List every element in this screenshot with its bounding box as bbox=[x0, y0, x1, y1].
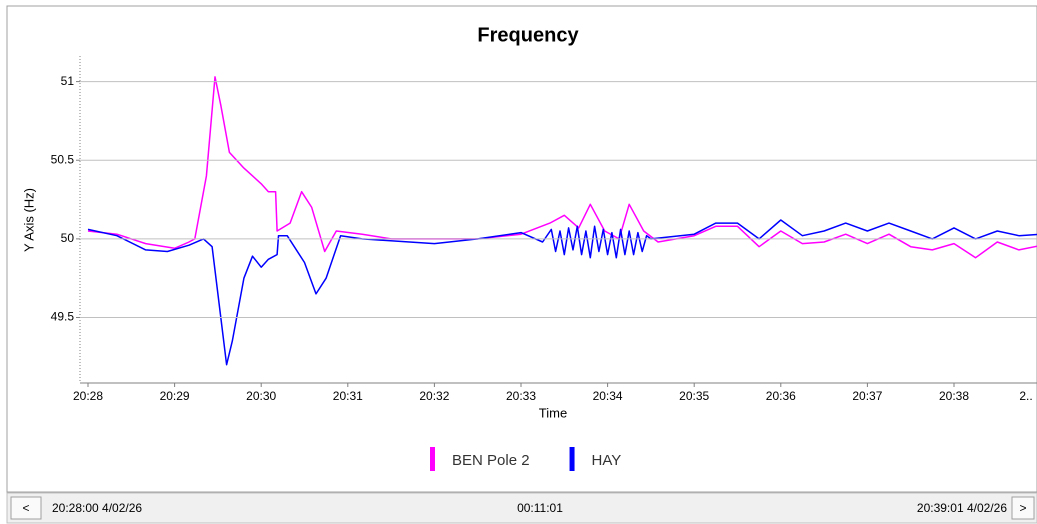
y-tick-label: 49.5 bbox=[51, 310, 75, 324]
x-tick-label: 20:37 bbox=[852, 389, 882, 403]
chart-frame bbox=[6, 5, 1037, 493]
legend-swatch bbox=[430, 447, 435, 471]
end-time: 20:39:01 4/02/26 bbox=[917, 501, 1007, 515]
series-line bbox=[87, 219, 1037, 366]
navigation-bar bbox=[6, 492, 1037, 524]
legend-label: BEN Pole 2 bbox=[452, 452, 530, 469]
series-line bbox=[87, 76, 1037, 259]
prev-button-label: < bbox=[22, 501, 29, 515]
x-tick-label: 20:29 bbox=[160, 389, 190, 403]
chart-title: Frequency bbox=[477, 24, 579, 46]
y-tick-label: 51 bbox=[61, 74, 75, 88]
x-tick-label: 2.. bbox=[1019, 389, 1032, 403]
prev-button[interactable] bbox=[10, 496, 42, 520]
duration: 00:11:01 bbox=[517, 501, 563, 515]
legend-swatch bbox=[569, 447, 575, 471]
x-axis-label: Time bbox=[539, 405, 567, 420]
x-tick-label: 20:38 bbox=[939, 389, 969, 403]
legend-label: HAY bbox=[592, 452, 622, 469]
x-tick-label: 20:28 bbox=[73, 389, 103, 403]
next-button[interactable] bbox=[1011, 496, 1035, 520]
x-tick-label: 20:31 bbox=[333, 389, 363, 403]
y-axis-label: Y Axis (Hz) bbox=[21, 188, 36, 252]
next-button-label: > bbox=[1019, 501, 1026, 515]
y-tick-label: 50 bbox=[61, 231, 75, 245]
x-tick-label: 20:35 bbox=[679, 389, 709, 403]
x-tick-label: 20:33 bbox=[506, 389, 536, 403]
x-tick-label: 20:30 bbox=[246, 389, 276, 403]
plot-area bbox=[87, 76, 1037, 366]
x-tick-label: 20:36 bbox=[766, 389, 796, 403]
y-tick-label: 50.5 bbox=[51, 152, 75, 166]
x-tick-label: 20:32 bbox=[419, 389, 449, 403]
start-time: 20:28:00 4/02/26 bbox=[52, 501, 142, 515]
x-tick-label: 20:34 bbox=[593, 389, 623, 403]
